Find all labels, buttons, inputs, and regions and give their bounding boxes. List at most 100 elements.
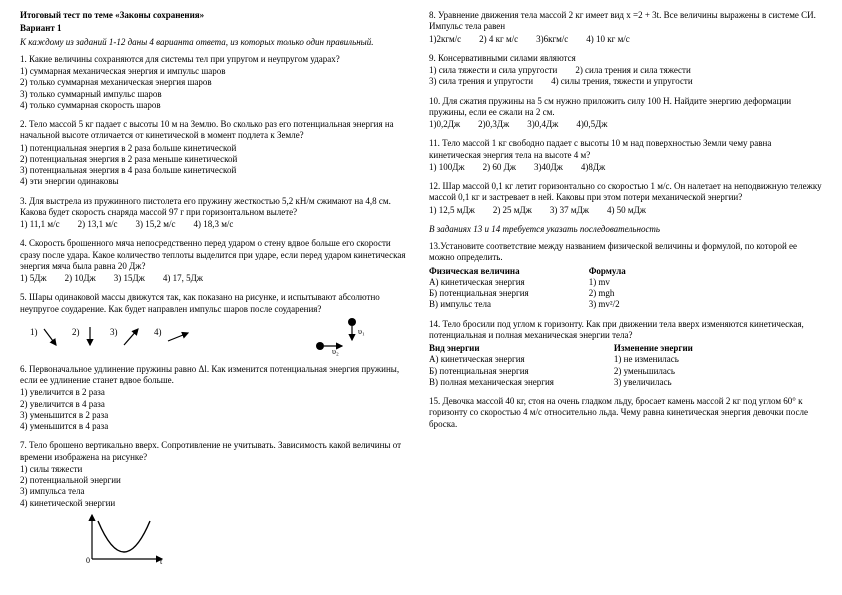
q4-stem: 4. Скорость брошенного мяча непосредстве…	[20, 238, 413, 272]
svg-text:2): 2)	[72, 327, 80, 337]
q14-lb: Б) потенциальная энергия	[429, 366, 554, 377]
q10-stem: 10. Для сжатия пружины на 5 см нужно при…	[429, 96, 822, 119]
q5-balls-svg: υ₁ υ₂	[310, 316, 370, 356]
q14-ra: 1) не изменилась	[614, 354, 693, 365]
q9-opt3: 3) сила трения и упругости	[429, 76, 533, 87]
q13-la: А) кинетическая энергия	[429, 277, 529, 288]
q3-opt1: 1) 11,1 м/с	[20, 219, 60, 230]
question-10: 10. Для сжатия пружины на 5 см нужно при…	[429, 96, 822, 131]
right-column: 8. Уравнение движения тела массой 2 кг и…	[421, 10, 830, 585]
q6-opt3: 3) уменьшится в 2 раза	[20, 410, 413, 421]
q1-opt3: 3) только суммарный импульс шаров	[20, 89, 413, 100]
q12-opt4: 4) 50 мДж	[607, 205, 646, 216]
instructions: К каждому из заданий 1-12 даны 4 вариант…	[20, 37, 413, 48]
question-2: 2. Тело массой 5 кг падает с высоты 10 м…	[20, 119, 413, 188]
q7-opt4: 4) кинетической энергии	[20, 498, 413, 509]
q12-opt2: 2) 25 мДж	[493, 205, 532, 216]
svg-text:4): 4)	[154, 327, 162, 337]
q7-graph: 0 t	[80, 511, 170, 566]
q2-opt4: 4) эти энергии одинаковы	[20, 176, 413, 187]
q12-opt1: 1) 12,5 мДж	[429, 205, 475, 216]
q3-opt2: 2) 13,1 м/с	[78, 219, 118, 230]
test-title: Итоговый тест по теме «Законы сохранения…	[20, 10, 413, 21]
q1-opt2: 2) только суммарная механическая энергия…	[20, 77, 413, 88]
q1-stem: 1. Какие величины сохраняются для систем…	[20, 54, 413, 65]
svg-text:υ₂: υ₂	[332, 347, 339, 356]
q11-opt1: 1) 100Дж	[429, 162, 465, 173]
q14-rc: 3) увеличилась	[614, 377, 693, 388]
q7-opt3: 3) импульса тела	[20, 486, 413, 497]
q8-stem: 8. Уравнение движения тела массой 2 кг и…	[429, 10, 822, 33]
q4-opt2: 2) 10Дж	[65, 273, 96, 284]
svg-text:υ₁: υ₁	[358, 327, 365, 336]
q8-opt3: 3)6кгм/с	[536, 34, 568, 45]
q14-stem: 14. Тело бросили под углом к горизонту. …	[429, 319, 822, 342]
svg-text:3): 3)	[110, 327, 118, 337]
q11-stem: 11. Тело массой 1 кг свободно падает с в…	[429, 138, 822, 161]
q8-opt1: 1)2кгм/с	[429, 34, 461, 45]
q12-stem: 12. Шар массой 0,1 кг летит горизонтальн…	[429, 181, 822, 204]
section-13-14-instr: В заданиях 13 и 14 требуется указать пос…	[429, 224, 822, 235]
q9-opt2: 2) сила трения и сила тяжести	[575, 65, 690, 76]
question-4: 4. Скорость брошенного мяча непосредстве…	[20, 238, 413, 284]
question-5: 5. Шары одинаковой массы движутся так, к…	[20, 292, 413, 356]
q13-left-head: Физическая величина	[429, 266, 529, 277]
question-6: 6. Первоначальное удлинение пружины равн…	[20, 364, 413, 433]
q10-opt1: 1)0,2Дж	[429, 119, 460, 130]
q8-opt4: 4) 10 кг м/с	[586, 34, 630, 45]
question-11: 11. Тело массой 1 кг свободно падает с в…	[429, 138, 822, 173]
q14-la: А) кинетическая энергия	[429, 354, 554, 365]
q11-opt2: 2) 60 Дж	[483, 162, 516, 173]
q10-opt2: 2)0,3Дж	[478, 119, 509, 130]
q5-stem: 5. Шары одинаковой массы движутся так, к…	[20, 292, 413, 315]
q14-left-head: Вид энергии	[429, 343, 554, 354]
q13-lc: В) импульс тела	[429, 299, 529, 310]
question-13: 13.Установите соответствие между названи…	[429, 241, 822, 311]
q4-opt1: 1) 5Дж	[20, 273, 47, 284]
svg-text:0: 0	[86, 556, 90, 565]
q7-opt2: 2) потенциальной энергии	[20, 475, 413, 486]
q12-opt3: 3) 37 мДж	[550, 205, 589, 216]
q6-opt2: 2) увеличится в 4 раза	[20, 399, 413, 410]
q11-opt4: 4)8Дж	[581, 162, 605, 173]
q13-lb: Б) потенциальная энергия	[429, 288, 529, 299]
q13-right-head: Формула	[589, 266, 626, 277]
question-14: 14. Тело бросили под углом к горизонту. …	[429, 319, 822, 389]
question-12: 12. Шар массой 0,1 кг летит горизонтальн…	[429, 181, 822, 216]
question-15: 15. Девочка массой 40 кг, стоя на очень …	[429, 396, 822, 430]
q2-opt3: 3) потенциальная энергия в 4 раза больше…	[20, 165, 413, 176]
q2-opt2: 2) потенциальная энергия в 2 раза меньше…	[20, 154, 413, 165]
q4-opt4: 4) 17, 5Дж	[163, 273, 203, 284]
q7-stem: 7. Тело брошено вертикально вверх. Сопро…	[20, 440, 413, 463]
q10-opt3: 3)0,4Дж	[527, 119, 558, 130]
q10-opt4: 4)0,5Дж	[576, 119, 607, 130]
q8-opt2: 2) 4 кг м/с	[479, 34, 518, 45]
q1-opt1: 1) суммарная механическая энергия и импу…	[20, 66, 413, 77]
svg-text:t: t	[160, 557, 163, 566]
q13-rc: 3) mv²/2	[589, 299, 626, 310]
q3-opt3: 3) 15,2 м/с	[136, 219, 176, 230]
question-7: 7. Тело брошено вертикально вверх. Сопро…	[20, 440, 413, 566]
q4-opt3: 3) 15Дж	[114, 273, 145, 284]
q2-stem: 2. Тело массой 5 кг падает с высоты 10 м…	[20, 119, 413, 142]
variant-label: Вариант 1	[20, 23, 413, 34]
q14-right-head: Изменение энергии	[614, 343, 693, 354]
q14-rb: 2) уменьшилась	[614, 366, 693, 377]
q1-opt4: 4) только суммарная скорость шаров	[20, 100, 413, 111]
question-9: 9. Консервативными силами являются 1) си…	[429, 53, 822, 88]
question-3: 3. Для выстрела из пружинного пистолета …	[20, 196, 413, 231]
question-8: 8. Уравнение движения тела массой 2 кг и…	[429, 10, 822, 45]
q5-arrows-svg: 1) 2) 3) 4)	[30, 323, 270, 351]
q9-opt1: 1) сила тяжести и сила упругости	[429, 65, 557, 76]
q13-stem: 13.Установите соответствие между названи…	[429, 241, 822, 264]
q6-opt4: 4) уменьшится в 4 раза	[20, 421, 413, 432]
q9-stem: 9. Консервативными силами являются	[429, 53, 822, 64]
q3-opt4: 4) 18,3 м/с	[193, 219, 233, 230]
q13-rb: 2) mgh	[589, 288, 626, 299]
q14-lc: В) полная механическая энергия	[429, 377, 554, 388]
q15-stem: 15. Девочка массой 40 кг, стоя на очень …	[429, 396, 822, 430]
left-column: Итоговый тест по теме «Законы сохранения…	[12, 10, 421, 585]
q13-ra: 1) mv	[589, 277, 626, 288]
svg-text:1): 1)	[30, 327, 38, 337]
q2-opt1: 1) потенциальная энергия в 2 раза больше…	[20, 143, 413, 154]
